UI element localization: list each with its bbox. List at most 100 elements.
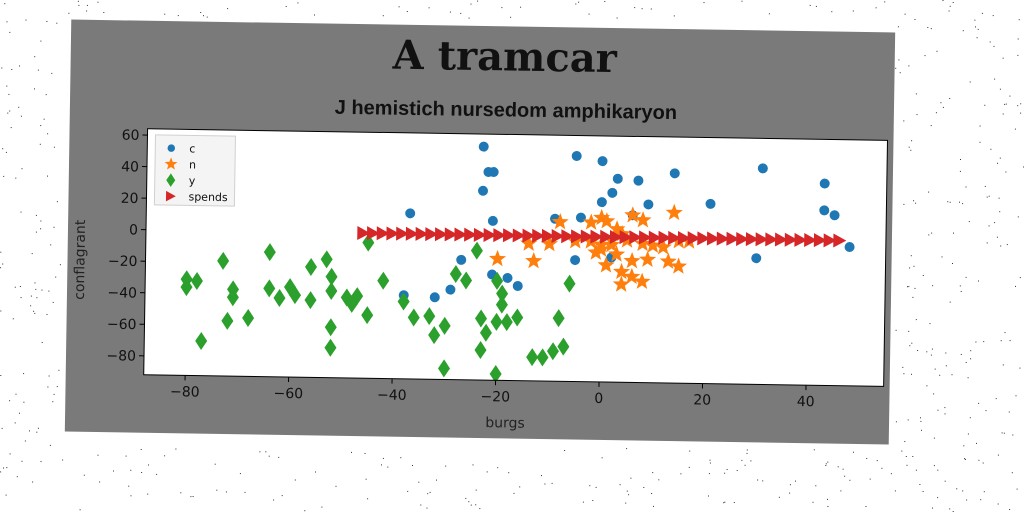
noise-speck xyxy=(968,221,970,223)
noise-speck xyxy=(34,282,36,284)
point-y xyxy=(320,250,333,269)
noise-speck xyxy=(815,485,817,487)
point-c xyxy=(757,163,768,174)
point-y xyxy=(273,289,286,308)
point-spends xyxy=(464,227,478,242)
noise-speck xyxy=(944,480,946,482)
point-n xyxy=(669,257,688,274)
noise-speck xyxy=(1001,432,1003,434)
noise-speck xyxy=(35,288,37,290)
noise-speck xyxy=(975,26,976,28)
noise-speck xyxy=(945,352,947,354)
x-tick-label: −60 xyxy=(273,386,303,402)
noise-speck xyxy=(37,427,39,429)
noise-speck xyxy=(992,15,994,17)
noise-speck xyxy=(97,454,99,456)
noise-speck xyxy=(903,120,905,122)
noise-speck xyxy=(795,480,796,482)
noise-speck xyxy=(273,499,275,501)
noise-speck xyxy=(501,7,503,9)
plot-frame xyxy=(143,128,888,387)
noise-speck xyxy=(351,451,352,453)
noise-speck xyxy=(960,291,962,292)
noise-speck xyxy=(429,491,431,493)
point-n xyxy=(634,234,652,252)
noise-speck xyxy=(497,467,499,469)
noise-speck xyxy=(164,455,166,457)
noise-speck xyxy=(905,456,907,457)
noise-speck xyxy=(148,464,149,466)
point-spends xyxy=(600,229,614,244)
noise-speck xyxy=(933,393,935,395)
noise-speck xyxy=(1009,95,1011,97)
point-n xyxy=(598,212,616,229)
point-spends xyxy=(706,231,721,246)
noise-speck xyxy=(21,168,23,170)
point-n xyxy=(551,212,569,230)
point-spends xyxy=(774,232,789,247)
noise-speck xyxy=(52,301,54,303)
noise-speck xyxy=(619,484,621,486)
noise-speck xyxy=(746,449,748,451)
point-spends xyxy=(502,228,517,243)
point-spends xyxy=(551,229,565,244)
noise-speck xyxy=(965,362,967,363)
noise-speck xyxy=(939,374,941,376)
y-tick-label: 0 xyxy=(129,222,138,238)
noise-speck xyxy=(582,501,584,503)
point-c xyxy=(488,167,499,178)
noise-speck xyxy=(944,407,946,409)
y-tick-label: 20 xyxy=(121,191,139,207)
noise-speck xyxy=(994,222,996,224)
noise-speck xyxy=(933,465,935,467)
noise-speck xyxy=(844,475,846,477)
noise-speck xyxy=(930,125,932,127)
point-spends xyxy=(434,227,449,242)
noise-speck xyxy=(899,72,901,74)
noise-speck xyxy=(815,5,817,7)
y-tick-label: −60 xyxy=(107,317,137,333)
noise-speck xyxy=(1,427,3,429)
noise-speck xyxy=(5,151,7,153)
noise-speck xyxy=(216,489,218,491)
noise-speck xyxy=(103,12,105,13)
noise-speck xyxy=(77,0,79,2)
noise-speck xyxy=(962,203,964,205)
noise-speck xyxy=(365,478,367,480)
noise-speck xyxy=(40,220,42,222)
noise-speck xyxy=(239,473,241,475)
noise-speck xyxy=(1017,38,1019,40)
noise-speck xyxy=(56,386,58,388)
noise-speck xyxy=(962,30,964,32)
noise-speck xyxy=(930,28,932,30)
noise-speck xyxy=(928,191,930,193)
noise-speck xyxy=(1020,112,1022,114)
noise-speck xyxy=(993,45,995,47)
noise-speck xyxy=(55,276,57,278)
noise-speck xyxy=(952,2,954,3)
noise-speck xyxy=(907,419,909,421)
noise-speck xyxy=(902,366,904,368)
noise-speck xyxy=(468,501,470,503)
noise-speck xyxy=(913,265,915,267)
noise-speck xyxy=(59,264,61,266)
noise-speck xyxy=(1019,367,1021,369)
noise-speck xyxy=(926,351,928,353)
noise-speck xyxy=(49,444,51,446)
noise-speck xyxy=(904,13,906,15)
noise-speck xyxy=(97,1,99,3)
noise-speck xyxy=(616,17,618,19)
point-spends xyxy=(697,231,711,246)
noise-speck xyxy=(41,289,43,291)
point-c xyxy=(429,292,440,303)
point-spends xyxy=(415,226,429,241)
noise-speck xyxy=(3,175,5,177)
noise-speck xyxy=(449,11,451,13)
point-spends xyxy=(473,227,487,242)
point-y xyxy=(557,337,570,356)
noise-speck xyxy=(268,455,270,457)
noise-speck xyxy=(20,115,22,117)
noise-speck xyxy=(884,1,886,3)
noise-speck xyxy=(1020,103,1022,105)
noise-speck xyxy=(865,506,867,507)
